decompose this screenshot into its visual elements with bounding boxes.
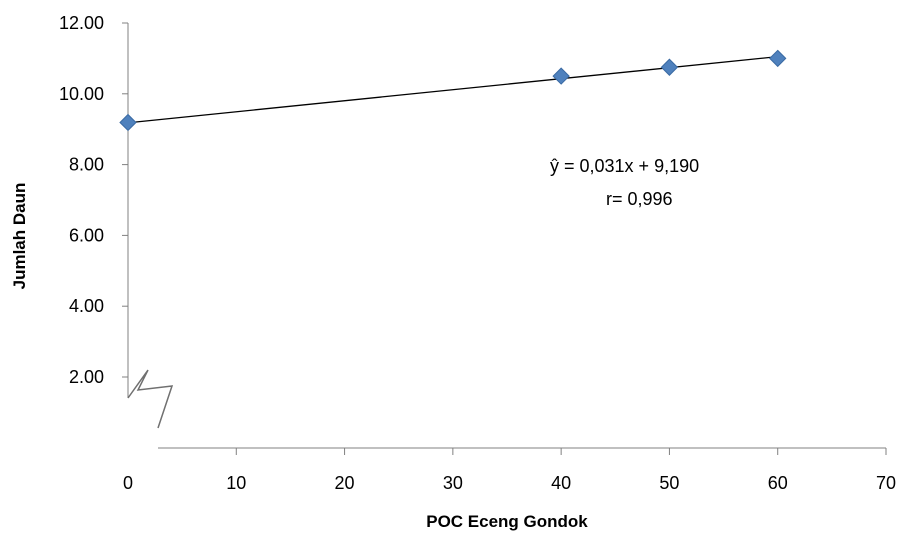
data-point [660,58,679,76]
x-tick-label: 70 [876,473,896,493]
x-tick-label: 60 [768,473,788,493]
trendline-group [130,55,778,124]
data-points [119,49,787,132]
y-tick-label: 4.00 [69,296,104,316]
r-annotation: r= 0,996 [606,189,673,209]
y-axis-title: Jumlah Daun [10,183,29,290]
y-axis-ticks: 2.00 4.00 6.00 8.00 10.00 12.00 [59,13,128,387]
x-tick-label: 10 [226,473,246,493]
x-tick-label: 0 [123,473,133,493]
y-tick-label: 12.00 [59,13,104,33]
x-tick-label: 50 [659,473,679,493]
x-axis-ticks: 0 10 20 30 40 50 60 70 [123,448,896,493]
data-point [769,49,787,68]
x-tick-label: 40 [551,473,571,493]
y-tick-label: 6.00 [69,225,104,245]
data-point [552,67,570,85]
equation-annotation: ŷ = 0,031x + 9,190 [550,156,699,176]
y-tick-label: 10.00 [59,84,104,104]
axis-break-mark [127,369,174,429]
trendline [130,55,778,124]
data-point [119,113,137,132]
y-tick-label: 2.00 [69,367,104,387]
y-tick-label: 8.00 [69,155,104,175]
x-tick-label: 30 [443,473,463,493]
x-tick-label: 20 [335,473,355,493]
x-axis-title: POC Eceng Gondok [426,512,588,531]
